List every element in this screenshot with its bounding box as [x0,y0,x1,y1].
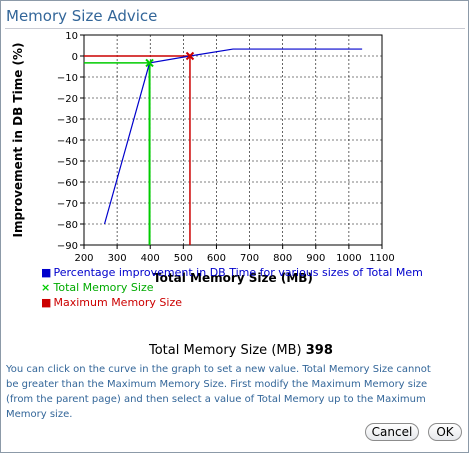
x-tick-label: 800 [273,253,292,264]
y-axis-title: Improvement in DB Time (%) [11,42,25,237]
blue-square-marker-icon: ■ [41,266,52,279]
x-tick-label: 600 [207,253,226,264]
y-tick-label: −30 [57,115,78,126]
cancel-button[interactable]: Cancel [365,423,419,441]
green-x-marker-icon: × [41,281,51,294]
x-tick-label: 1000 [336,253,361,264]
x-axis-title: Total Memory Size (MB) [153,271,313,285]
red-square-marker-icon: ■ [41,296,52,309]
legend-label-max-memory: Maximum Memory Size [53,296,183,309]
title-divider [5,28,465,29]
max-memory-marker [185,51,195,61]
x-tick-label: 400 [141,253,160,264]
legend-label-total-memory: Total Memory Size [53,281,154,294]
total-memory-marker [145,58,154,68]
y-tick-label: 10 [65,31,78,42]
legend-item-max-memory: ■ Maximum Memory Size [41,296,182,309]
legend-item-db-time: ■ Percentage improvement in DB Time for … [41,266,423,279]
y-tick-label: −90 [57,241,78,252]
y-tick-label: −70 [57,199,78,210]
cancel-button-label: Cancel [371,425,413,439]
current-total-memory-label: Total Memory Size (MB) [149,343,302,358]
y-tick-label: −40 [57,136,78,147]
current-total-memory: Total Memory Size (MB) 398 [149,343,333,358]
y-tick-label: −20 [57,94,78,105]
x-tick-label: 500 [174,253,193,264]
legend-label-db-time: Percentage improvement in DB Time for va… [53,266,423,279]
x-tick-label: 300 [108,253,127,264]
dialog-title: Memory Size Advice [6,7,158,25]
x-tick-label: 700 [240,253,259,264]
y-tick-label: −10 [57,73,78,84]
y-tick-label: 0 [72,52,78,63]
x-tick-label: 900 [306,253,325,264]
y-tick-label: −60 [57,178,78,189]
ok-button-label: OK [436,425,454,439]
y-tick-label: −80 [57,220,78,231]
legend-item-total-memory: × Total Memory Size [41,281,154,294]
current-total-memory-value: 398 [305,343,333,358]
ok-button[interactable]: OK [428,423,462,441]
y-tick-label: −50 [57,157,78,168]
x-tick-label: 200 [74,253,93,264]
x-tick-label: 1100 [369,253,394,264]
help-text: You can click on the curve in the graph … [6,364,431,420]
